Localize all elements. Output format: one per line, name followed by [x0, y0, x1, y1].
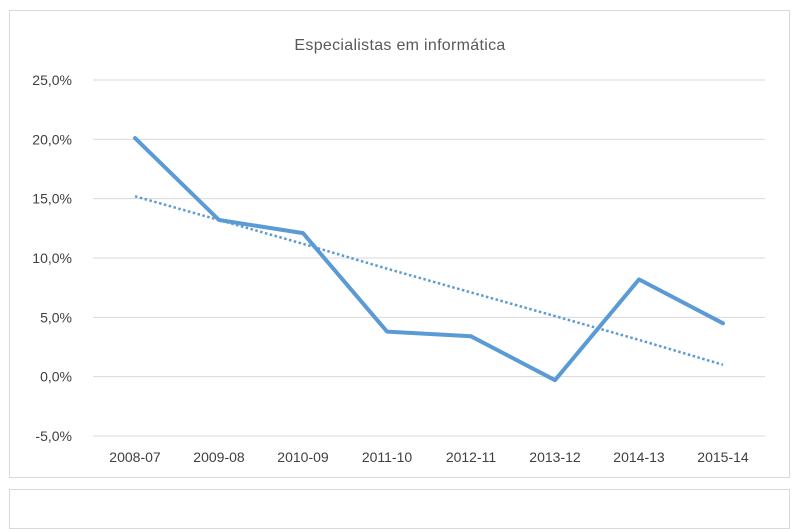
y-tick-label: 0,0% [40, 369, 72, 385]
y-tick-label: 20,0% [32, 131, 72, 147]
chart-container [9, 10, 790, 478]
x-tick-label: 2009-08 [193, 449, 245, 465]
y-tick-label: 10,0% [32, 250, 72, 266]
y-axis-ticks: 25,0% 20,0% 15,0% 10,0% 5,0% 0,0% -5,0% [32, 72, 72, 444]
chart-title: Especialistas em informática [294, 37, 505, 54]
x-tick-label: 2008-07 [109, 449, 161, 465]
gridlines [93, 79, 765, 437]
x-axis-ticks: 2008-07 2009-08 2010-09 2011-10 2012-11 2013-… [109, 449, 749, 465]
x-tick-label: 2010-09 [277, 449, 329, 465]
series-line [133, 136, 725, 383]
x-tick-label: 2013-12 [529, 449, 581, 465]
x-tick-label: 2015-14 [697, 449, 749, 465]
y-tick-label: 5,0% [40, 309, 72, 325]
x-tick-label: 2012-11 [446, 449, 497, 465]
series-lines [133, 136, 725, 383]
y-tick-label: -5,0% [35, 428, 72, 444]
y-tick-label: 15,0% [32, 191, 72, 207]
x-tick-label: 2011-10 [362, 449, 413, 465]
x-tick-label: 2014-13 [613, 449, 665, 465]
y-tick-label: 25,0% [32, 72, 72, 88]
